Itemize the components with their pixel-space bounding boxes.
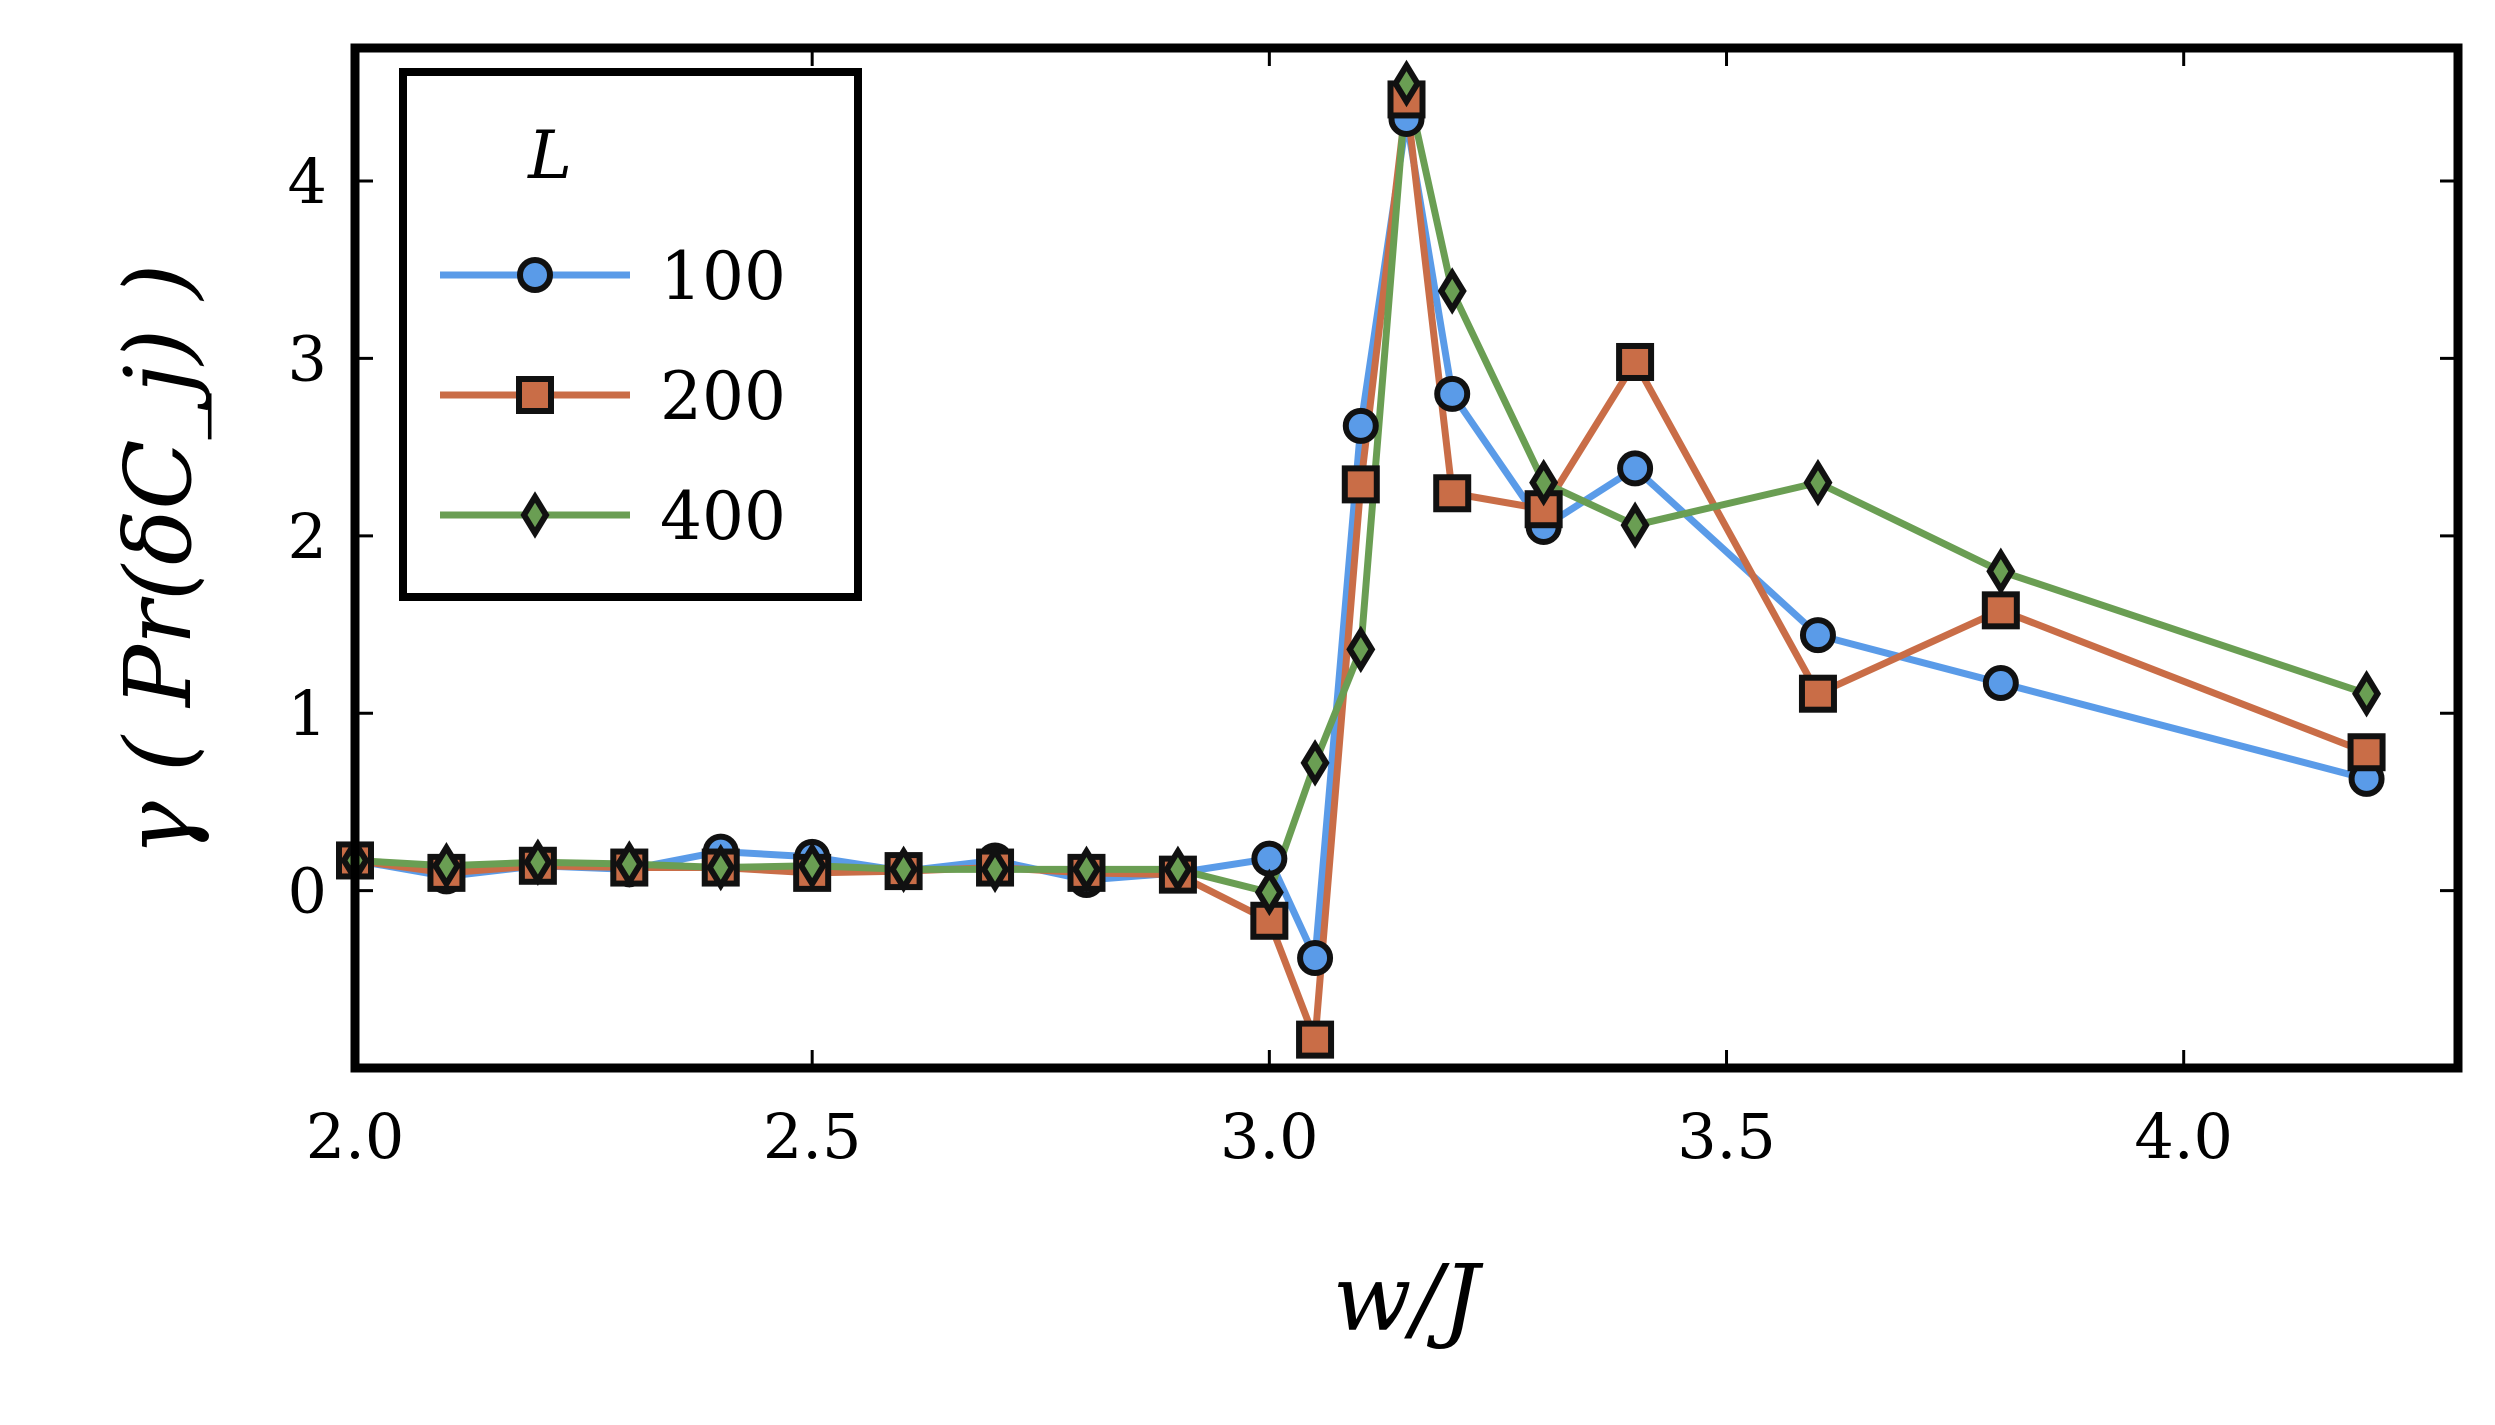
data-point-100 [1799,617,1836,654]
data-point-400 [706,843,736,892]
data-point-400 [797,842,827,890]
legend-entry-100: 100 [440,238,786,315]
data-point-200 [1296,1020,1335,1059]
y-axis-label: γ ( Pr(δC_j) ) [105,264,212,856]
y-tick-label: 3 [288,322,327,395]
data-point-400 [614,840,644,888]
x-axis-label: w/J [1333,1245,1485,1352]
data-point-200 [1981,591,2020,630]
legend-marker-400 [520,491,550,539]
legend-box [399,68,862,601]
data-point-400 [1437,267,1467,315]
data-point-400 [1391,59,1422,108]
data-point-400 [1620,501,1650,549]
data-point-100 [1342,407,1379,444]
data-point-400 [1529,458,1559,507]
y-tick-label: 1 [288,677,327,750]
series-layer [336,59,2386,1059]
legend-label-200: 200 [660,358,786,435]
data-point-100 [1297,940,1334,977]
data-point-400 [2352,669,2382,718]
data-point-400 [523,838,553,886]
y-tick-label: 0 [288,855,327,928]
data-point-400 [1300,739,1330,787]
legend-entry-400: 400 [440,478,786,555]
x-tick-label: 2.5 [763,1100,862,1173]
legend-marker-100 [517,257,553,293]
data-point-400 [1071,845,1101,894]
data-point-200 [1341,465,1380,504]
data-point-100 [1982,665,2019,702]
x-tick-label: 4.0 [2134,1100,2233,1173]
ticks-layer: 2.0 2.5 3.0 3.5 4.0 0 1 2 3 4 [288,48,2458,1173]
legend-title: L [527,117,572,194]
x-tick-label: 3.5 [1677,1100,1776,1173]
data-point-100 [1434,375,1471,412]
legend-entries: 100 200 400 [440,238,786,555]
plot-frame [350,43,2463,1073]
data-point-400 [889,845,919,894]
data-point-200 [2347,733,2386,772]
y-tick-label: 4 [288,145,327,218]
legend-label-100: 100 [660,238,786,315]
legend-marker-200 [516,376,554,414]
x-tick-label: 2.0 [306,1100,405,1173]
x-tick-label: 3.0 [1220,1100,1319,1173]
data-point-400 [1254,868,1284,917]
data-point-400 [1346,625,1376,674]
data-point-200 [1798,674,1837,713]
data-point-400 [1986,547,2016,596]
data-point-400 [431,842,461,890]
series-markers-400 [340,59,2382,917]
y-tick-label: 2 [288,500,327,573]
data-point-200 [1616,342,1655,381]
data-point-400 [1803,458,1833,507]
data-point-400 [980,845,1010,894]
data-point-100 [1617,450,1654,487]
legend-label-400: 400 [660,478,786,555]
legend: L 100 200 400 [399,68,862,601]
data-point-200 [1433,474,1472,513]
data-point-400 [1163,845,1193,894]
legend-entry-200: 200 [440,358,786,435]
